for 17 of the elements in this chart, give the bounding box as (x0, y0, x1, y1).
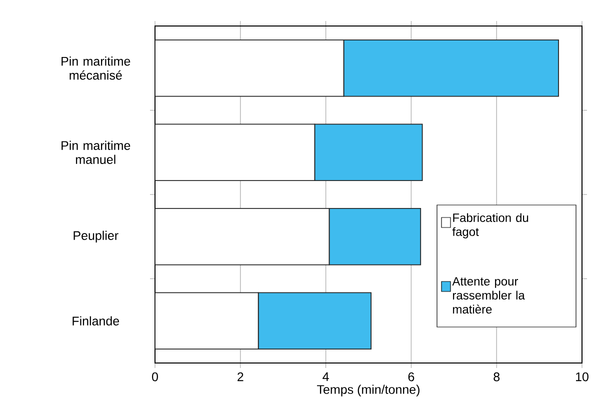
x-tick-label: 10 (576, 372, 588, 382)
bar (155, 208, 330, 266)
y-tick-label: Finlande (72, 316, 120, 326)
x-tick-label: 8 (494, 372, 500, 382)
y-tick-label: Peuplier (74, 230, 118, 242)
x-tick-label: 2 (238, 372, 244, 382)
legend-label: Attente pour rassembler la matière (452, 277, 525, 314)
text: Fabrication du fagot (452, 213, 528, 238)
x-tick-label: 4 (322, 372, 329, 381)
x-tick-label: 0 (152, 372, 158, 382)
y-tick-label: Pin maritime manuel (62, 140, 130, 164)
bar (155, 39, 344, 97)
bar (155, 124, 316, 182)
bar (155, 292, 259, 350)
x-axis-title: Temps (min/tonne) (317, 384, 420, 396)
x-tick-label: 6 (408, 372, 414, 382)
y-tick-label: Pin maritime mécanisé (62, 56, 130, 80)
